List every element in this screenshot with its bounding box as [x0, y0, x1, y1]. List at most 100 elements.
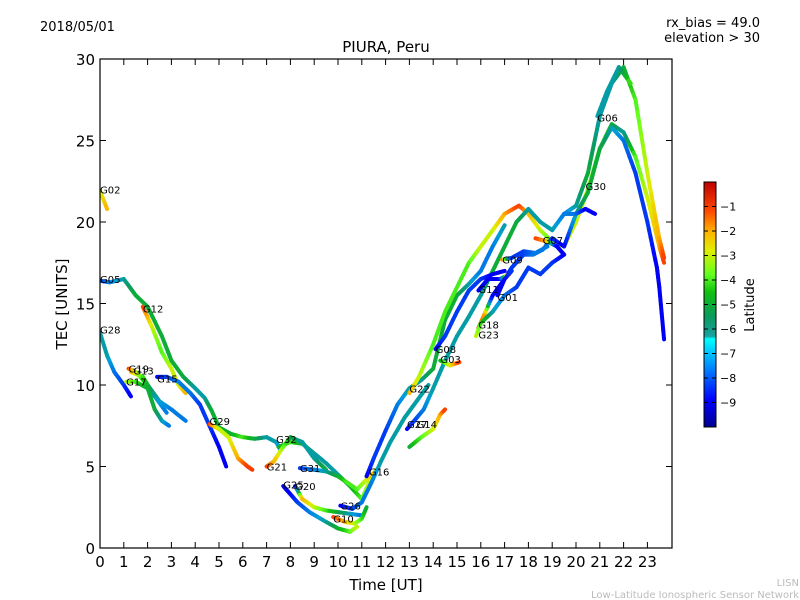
series-G26: [338, 383, 431, 511]
x-axis-label: Time [UT]: [348, 576, 422, 594]
satellite-label-G27: G27: [407, 420, 427, 431]
y-tick-label: 10: [76, 377, 95, 395]
series-G29: [207, 422, 255, 472]
satellite-label-G05: G05: [100, 275, 120, 286]
series-G03: [438, 358, 462, 368]
series-G02: [100, 189, 110, 211]
satellite-label-G07: G07: [543, 236, 563, 247]
satellite-label-G03: G03: [440, 355, 460, 366]
satellite-label-G23: G23: [478, 330, 498, 341]
satellite-label-G11: G11: [478, 285, 498, 296]
series-segment: [661, 252, 667, 260]
series-segment: [127, 392, 133, 399]
satellite-label-G09: G09: [502, 255, 522, 266]
satellite-label-G25: G25: [283, 480, 303, 491]
satellite-label-G16: G16: [369, 467, 389, 478]
colorbar-tick-label: −5: [720, 299, 736, 312]
x-tick-label: 0: [95, 553, 105, 571]
x-tick-label: 22: [614, 553, 633, 571]
x-tick-label: 9: [309, 553, 319, 571]
x-tick-label: 18: [519, 553, 538, 571]
satellite-label-G08: G08: [436, 345, 456, 356]
satellite-label-G15: G15: [157, 374, 177, 385]
series-G21: [264, 435, 329, 472]
colorbar-tick-label: −2: [720, 225, 736, 238]
series-segment: [661, 258, 667, 265]
series-segment: [500, 223, 507, 231]
series-segment: [543, 244, 550, 250]
series-G05: [100, 277, 283, 453]
series-segment: [222, 461, 229, 469]
x-tick-label: 19: [543, 553, 562, 571]
x-tick-label: 6: [238, 553, 248, 571]
satellite-label-G19: G19: [129, 365, 149, 376]
y-tick-label: 5: [85, 459, 95, 477]
series-marks: [100, 65, 667, 534]
y-axis-label: TEC [UNITS]: [53, 259, 71, 351]
x-tick-label: 15: [447, 553, 466, 571]
satellite-label-G14: G14: [417, 420, 437, 431]
network-watermark: Low-Latitude Ionospheric Sensor Network: [591, 590, 799, 600]
colorbar-tick-label: −6: [720, 323, 736, 336]
y-tick-label: 20: [76, 214, 95, 232]
series-G27: [405, 65, 667, 432]
series-segment: [508, 268, 514, 275]
series-segment: [639, 134, 646, 151]
colorbar-tick-label: −8: [720, 372, 736, 385]
series-segment: [103, 203, 110, 211]
x-tick-label: 8: [286, 553, 296, 571]
series-segment: [637, 122, 644, 139]
series-G30: [562, 206, 598, 216]
satellite-label-G21: G21: [267, 463, 287, 474]
x-tick-label: 23: [638, 553, 657, 571]
series-segment: [500, 268, 507, 274]
series-G25: [281, 484, 360, 534]
satellite-label-G20: G20: [295, 482, 315, 493]
satellite-label-G18: G18: [478, 321, 498, 332]
satellite-label-G26: G26: [340, 502, 360, 513]
series-segment: [635, 109, 642, 127]
satellite-label-G32: G32: [276, 435, 296, 446]
series-segment: [626, 78, 633, 86]
series-G14: [407, 407, 448, 449]
satellite-label-G12: G12: [143, 304, 163, 315]
elevation-label: elevation > 30: [664, 31, 760, 46]
series-segment: [641, 146, 648, 163]
satellite-label-G31: G31: [300, 464, 320, 475]
series-segment: [424, 383, 431, 390]
y-axis: 0 5 10 15 20 25 30: [76, 51, 672, 558]
series-segment: [560, 251, 567, 257]
chart-title: PIURA, Peru: [342, 38, 429, 56]
series-G07: [533, 236, 567, 257]
x-tick-label: 14: [424, 553, 443, 571]
colorbar-label: Latitude: [743, 278, 758, 332]
series-G09: [500, 244, 550, 262]
satellite-label-G13: G13: [133, 366, 153, 377]
series-segment: [353, 524, 360, 530]
series-segment: [661, 328, 667, 342]
series-segment: [181, 416, 188, 423]
series-G31: [297, 466, 376, 492]
y-tick-label: 25: [76, 133, 95, 151]
series-segment: [442, 407, 448, 413]
colorbar-tick-label: −3: [720, 250, 736, 263]
colorbar-tick-label: −9: [720, 397, 736, 410]
series-segment: [162, 407, 169, 415]
satellite-label-G22: G22: [409, 384, 429, 395]
series-G23: [474, 252, 567, 339]
series-segment: [182, 389, 188, 396]
series-G13: [128, 369, 169, 415]
x-tick-label: 20: [566, 553, 585, 571]
x-tick-label: 16: [471, 553, 490, 571]
series-G06: [595, 65, 633, 119]
series-G16: [364, 223, 507, 479]
series-G18: [476, 125, 667, 342]
y-tick-label: 0: [85, 540, 95, 558]
satellite-label-G02: G02: [100, 185, 120, 196]
x-tick-label: 2: [143, 553, 153, 571]
x-tick-label: 3: [167, 553, 177, 571]
colorbar-tick-label: −4: [720, 274, 736, 287]
x-tick-label: 11: [352, 553, 371, 571]
series-G20: [293, 484, 364, 518]
